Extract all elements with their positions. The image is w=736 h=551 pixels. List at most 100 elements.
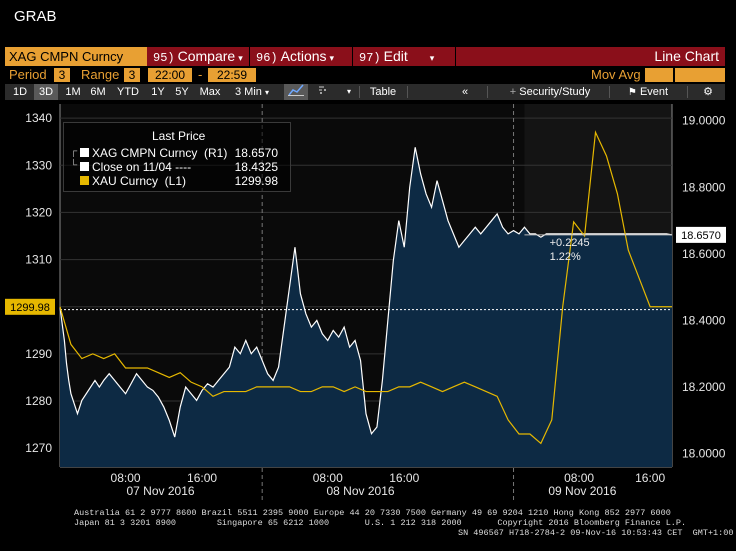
security-study-label: Security/Study [519,86,591,98]
chart-toolbar: 1D 3D 1M 6M YTD 1Y 5Y Max 3 Min ▾ ▾ Tabl… [5,84,725,100]
left-tick-label: 1290 [25,347,52,361]
security-study-button[interactable]: + Security/Study [495,84,605,100]
line-chart-icon[interactable] [284,84,308,100]
draw-tools-icon[interactable] [312,84,342,100]
tree-icon: ┌ [70,146,78,157]
right-tick-label: 18.0000 [682,447,726,461]
period-bar: Period 3 Range 3 22:00 - 22:59 Mov Avg [5,67,725,83]
left-axis: 12701280129013001310132013301340 [25,111,52,455]
security-field[interactable]: XAG CMPN Curncy [5,47,147,66]
right-tick-label: 18.8000 [682,180,726,194]
right-tick-label: 18.4000 [682,313,726,327]
range-start-input[interactable]: 22:00 [148,68,192,82]
time-tick-label: 08:00 [564,471,594,485]
legend-swatch-xag [80,148,89,157]
legend-value-close: 18.4325 [234,160,278,174]
edit-menu[interactable]: 97) Edit ▾ [353,47,456,66]
compare-menu-label: Compare [177,48,236,64]
right-tick-label: 18.2000 [682,380,726,394]
left-tick-label: 1340 [25,111,52,125]
timeframe-6m[interactable]: 6M [90,86,106,98]
xau-line [59,130,672,445]
footer-phone-line-1: Australia 61 2 9777 8600 Brazil 5511 239… [74,508,671,518]
range-end-input[interactable]: 22:59 [208,68,256,82]
actions-menu-number: 96) [256,51,278,65]
toolbar-divider [687,86,688,98]
plus-icon: + [509,86,517,98]
left-tick-label: 1320 [25,205,52,219]
event-button[interactable]: ⚑ Event [613,84,683,100]
timeframe-max[interactable]: Max [199,86,221,98]
chevron-down-icon: ▾ [264,88,269,97]
event-label: Event [639,86,669,98]
range-input[interactable]: 3 [124,68,140,82]
compare-menu[interactable]: 95) Compare ▾ [147,47,250,66]
time-tick-label: 08:00 [313,471,343,485]
chevron-down-icon: ▾ [329,53,335,63]
footer-phone-line-2: Japan 81 3 3201 8900 Singapore 65 6212 1… [74,518,687,528]
xag-line [59,147,673,438]
interval-value: 3 Min [235,86,262,98]
left-tick-label: 1280 [25,394,52,408]
table-button[interactable]: Table [369,86,397,98]
legend-row-close[interactable]: └ Close on 11/04 ---- 18.4325 [70,160,286,174]
left-tick-label: 1270 [25,441,52,455]
flag-icon: ⚑ [627,87,637,98]
range-dash: - [198,67,203,82]
timeframe-ytd[interactable]: YTD [117,86,139,98]
timeframe-5y[interactable]: 5Y [175,86,189,98]
gear-icon[interactable]: ⚙ [703,86,713,98]
footer: Australia 61 2 9777 8600 Brazil 5511 239… [0,506,736,551]
legend-name-xau: XAU Curncy (L1) [92,174,187,188]
change-abs: +0.2245 [550,237,590,249]
legend-title: Last Price [152,129,206,143]
edit-menu-number: 97) [359,51,381,65]
right-axis: 18.0000 18.2000 18.4000 18.6000 18.8000 19.00… [682,114,726,461]
price-tags: 1299.98 18.6570 +0.2245 1.22% [5,226,726,315]
time-tick-label: 16:00 [389,471,419,485]
day-label: 07 Nov 2016 [127,484,195,498]
function-bar: XAG CMPN Curncy 95) Compare ▾ 96) Actions ▾ … [5,47,725,66]
timeframe-3d[interactable]: 3D [34,84,58,100]
legend-name-xag: XAG CMPN Curncy (R1) [92,146,228,160]
timeframe-1m[interactable]: 1M [65,86,81,98]
left-tick-label: 1310 [25,253,52,267]
legend-swatch-close [80,162,89,171]
legend-row-xag[interactable]: ┌ XAG CMPN Curncy (R1) 18.6570 [70,146,286,160]
day-label: 09 Nov 2016 [548,484,616,498]
footer-session-line: SN 496567 H718-2784-2 09-Nov-16 10:53:43… [458,528,734,538]
left-price-tag: 1299.98 [10,302,50,314]
mov-avg-label: Mov Avg [591,67,641,82]
chevron-down-icon: ▾ [429,53,435,63]
day-label: 08 Nov 2016 [327,484,395,498]
time-tick-label: 08:00 [111,471,141,485]
right-price-tag: 18.6570 [681,230,721,242]
period-input[interactable]: 3 [54,68,70,82]
legend-name-close: Close on 11/04 ---- [92,160,192,174]
actions-menu-label: Actions [280,48,327,64]
mov-avg-input-2[interactable] [675,68,725,82]
legend-panel[interactable]: Last Price ┌ XAG CMPN Curncy (R1) 18.657… [63,122,291,192]
chart-type-label[interactable]: Line Chart [456,47,725,66]
timeframe-1d[interactable]: 1D [12,86,28,98]
right-price-tag-bg [676,226,726,243]
legend-value-xau: 1299.98 [234,174,278,188]
legend-swatch-xau [80,176,89,185]
timeframe-1y[interactable]: 1Y [151,86,165,98]
compare-menu-number: 95) [153,51,175,65]
draw-tools-dropdown-icon[interactable]: ▾ [346,87,351,96]
left-price-tag-bg [5,298,55,315]
legend-row-xau[interactable]: XAU Curncy (L1) 1299.98 [70,174,286,188]
change-pct: 1.22% [550,251,581,263]
interval-select[interactable]: 3 Min ▾ [227,84,277,100]
mov-avg-input-1[interactable] [645,68,673,82]
series-lines [59,130,673,445]
range-label: Range [81,67,120,82]
legend-value-xag: 18.6570 [234,146,278,160]
collapse-button[interactable]: « [461,86,469,98]
time-tick-label: 16:00 [635,471,665,485]
window-title: GRAB [14,8,57,25]
actions-menu[interactable]: 96) Actions ▾ [250,47,353,66]
toolbar-divider [359,86,360,98]
